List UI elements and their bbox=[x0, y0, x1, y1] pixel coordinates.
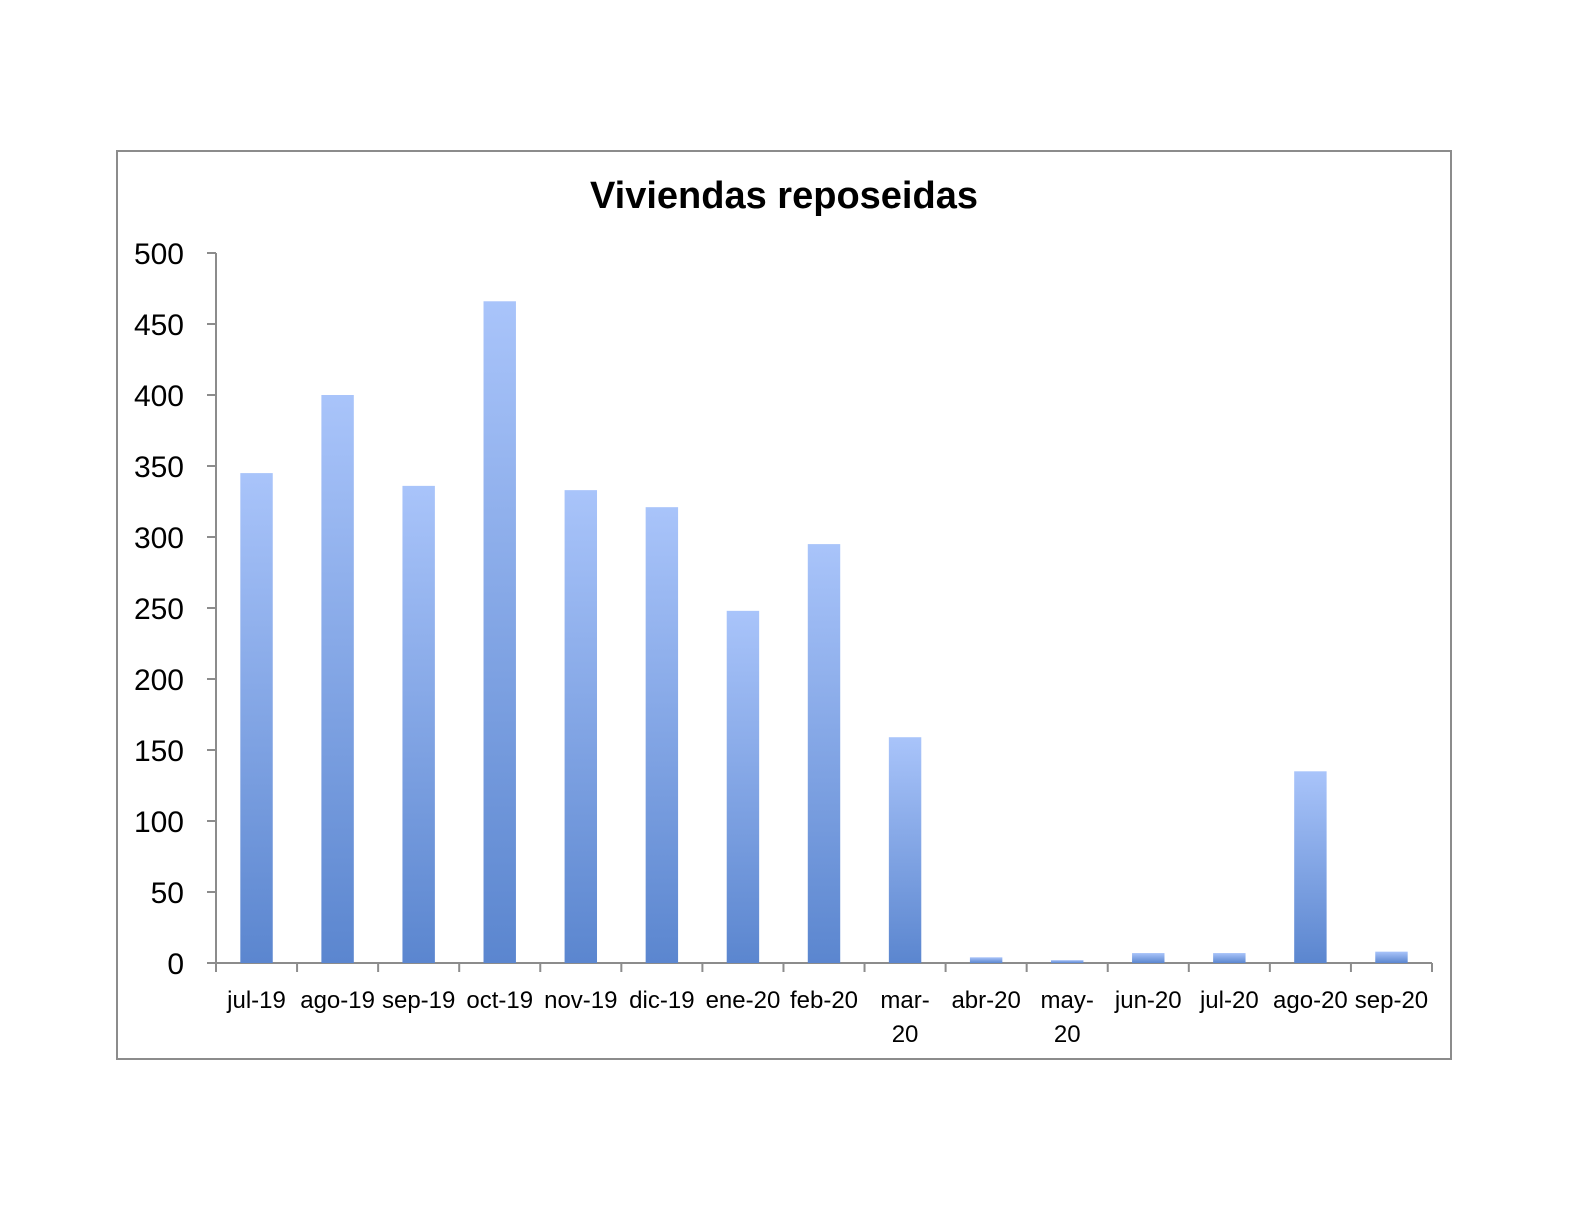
x-axis: jul-19 ago-19 sep-19 oct-19 nov-19 dic-19 ene-… bbox=[215, 962, 1433, 1048]
x-tick-label: nov-19 bbox=[544, 987, 617, 1014]
y-tick-label: 150 bbox=[134, 735, 184, 768]
x-tick-label: abr-20 bbox=[951, 987, 1020, 1014]
y-tick-label: 250 bbox=[134, 593, 184, 626]
chart-title: Viviendas reposeidas bbox=[590, 175, 978, 217]
bar-ago-20 bbox=[1294, 771, 1327, 963]
chart-svg: Viviendas reposeidas 0 50 100 150 200 250 300 3… bbox=[134, 175, 1433, 1048]
y-tick-label: 300 bbox=[134, 522, 184, 555]
bar-sep-19 bbox=[402, 485, 435, 963]
y-tick-label: 350 bbox=[134, 451, 184, 484]
bar-mar-20 bbox=[888, 737, 922, 963]
y-axis: 0 50 100 150 200 250 300 350 400 450 500 bbox=[134, 238, 217, 981]
bar-ene-20 bbox=[726, 610, 760, 963]
x-tick-label: ene-20 bbox=[706, 987, 781, 1014]
y-tick-label: 450 bbox=[134, 309, 184, 342]
bar-jul-20 bbox=[1213, 953, 1246, 963]
y-tick-label: 200 bbox=[134, 664, 184, 697]
x-tick-label: may-20 bbox=[1041, 987, 1094, 1048]
x-tick-label: ago-19 bbox=[300, 987, 375, 1014]
x-tick-label: ago-20 bbox=[1273, 987, 1348, 1014]
y-tick-label: 0 bbox=[167, 948, 184, 981]
x-tick-label: dic-19 bbox=[629, 987, 694, 1014]
x-tick-label: feb-20 bbox=[790, 987, 858, 1014]
y-tick-label: 100 bbox=[134, 806, 184, 839]
bar-feb-20 bbox=[807, 544, 841, 963]
bars bbox=[240, 301, 1408, 963]
bar-nov-19 bbox=[564, 490, 598, 963]
x-tick-label: jul-20 bbox=[1199, 987, 1259, 1014]
bar-ago-19 bbox=[321, 395, 354, 963]
x-tick-label: sep-20 bbox=[1355, 987, 1428, 1014]
x-tick-label: sep-19 bbox=[382, 987, 455, 1014]
y-tick-label: 50 bbox=[151, 877, 184, 910]
chart-frame: Viviendas reposeidas 0 50 100 150 200 250 300 3… bbox=[116, 150, 1452, 1060]
bar-jun-20 bbox=[1132, 953, 1165, 963]
x-tick-label: mar-20 bbox=[880, 987, 929, 1048]
bar-dic-19 bbox=[645, 507, 679, 963]
x-tick-label: jul-19 bbox=[226, 987, 286, 1014]
bar-sep-20 bbox=[1375, 951, 1408, 963]
x-tick-label: jun-20 bbox=[1114, 987, 1182, 1014]
bar-abr-20 bbox=[969, 957, 1003, 963]
y-tick-label: 500 bbox=[134, 238, 184, 271]
x-tick-label: oct-19 bbox=[466, 987, 533, 1014]
bar-oct-19 bbox=[483, 301, 516, 963]
y-tick-label: 400 bbox=[134, 380, 184, 413]
bar-may-20 bbox=[1050, 960, 1084, 963]
bar-jul-19 bbox=[240, 473, 273, 963]
